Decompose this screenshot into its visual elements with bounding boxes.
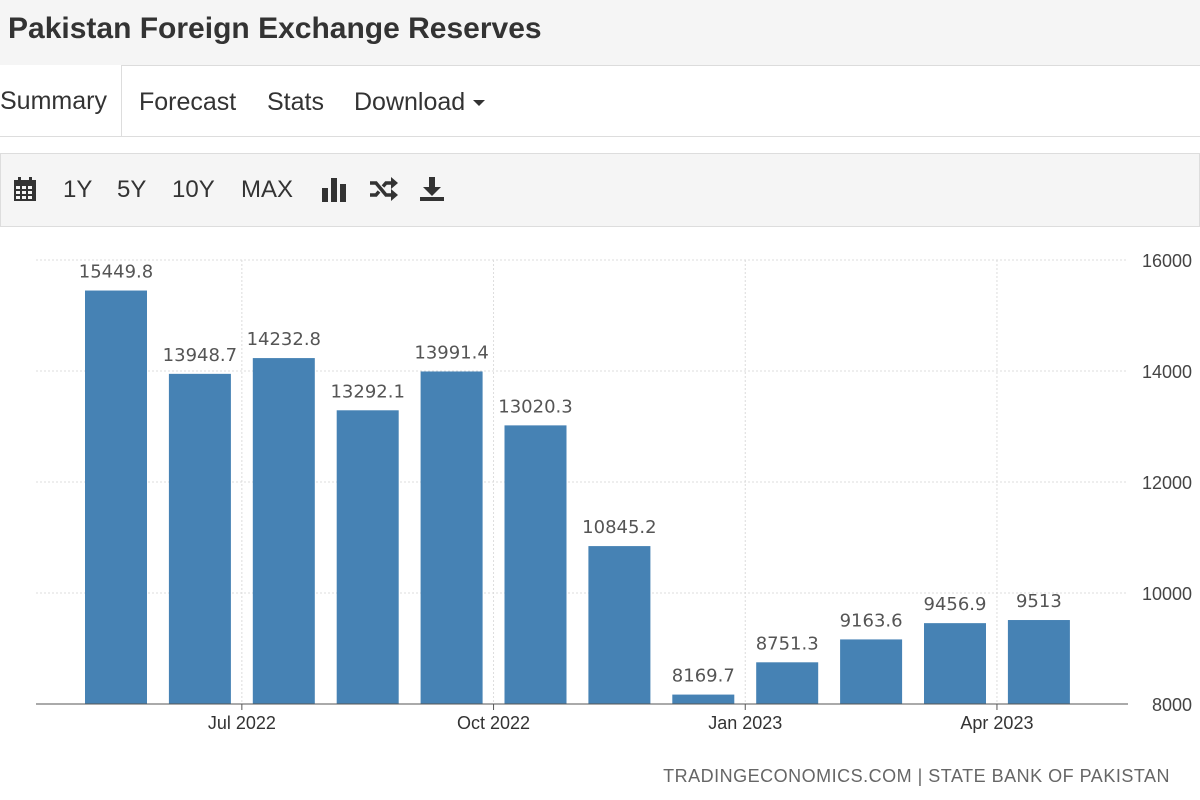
- bar: [672, 694, 735, 704]
- bar: [840, 639, 903, 704]
- data-label: 14232.8: [247, 329, 321, 350]
- tab-download-label: Download: [354, 88, 466, 116]
- bar-chart: 8000 10000 12000 14000 16000 Jul 2022 Oct 2022…: [36, 251, 1192, 733]
- bar: [336, 410, 399, 704]
- bar: [420, 371, 483, 704]
- bar: [252, 358, 315, 704]
- chevron-down-icon: [473, 100, 486, 107]
- tab-bar: Summary Forecast Stats Download: [0, 65, 1200, 137]
- bar: [504, 425, 567, 704]
- y-tick-label: 14000: [1142, 362, 1192, 382]
- bar: [588, 546, 651, 704]
- source-attribution: TRADINGECONOMICS.COM | STATE BANK OF PAK…: [663, 766, 1170, 786]
- data-label: 13020.3: [498, 396, 572, 417]
- bar-chart-icon[interactable]: [321, 176, 347, 202]
- bar: [1007, 620, 1070, 704]
- data-label: 13948.7: [163, 345, 237, 366]
- data-label: 8751.3: [756, 633, 819, 654]
- tab-download[interactable]: Download: [354, 88, 486, 117]
- y-tick-label: 8000: [1152, 695, 1192, 715]
- x-tick-label: Oct 2022: [457, 713, 530, 733]
- data-label: 13991.4: [414, 342, 488, 363]
- download-icon[interactable]: [419, 176, 445, 202]
- range-10y-button[interactable]: 10Y: [172, 176, 215, 203]
- tab-summary[interactable]: Summary: [0, 65, 122, 136]
- data-label: 15449.8: [79, 262, 153, 283]
- y-tick-label: 12000: [1142, 473, 1192, 493]
- range-1y-button[interactable]: 1Y: [63, 176, 93, 203]
- data-label: 13292.1: [330, 381, 404, 402]
- range-max-button[interactable]: MAX: [241, 176, 294, 203]
- calendar-icon[interactable]: [13, 176, 37, 202]
- bar: [756, 662, 819, 704]
- bar: [85, 290, 147, 704]
- x-tick-label: Apr 2023: [960, 713, 1033, 733]
- tab-stats[interactable]: Stats: [267, 88, 324, 116]
- data-label: 9456.9: [924, 594, 987, 615]
- range-5y-button[interactable]: 5Y: [117, 176, 147, 203]
- data-label: 10845.2: [582, 517, 656, 538]
- y-tick-label: 10000: [1142, 584, 1192, 604]
- page-header: Pakistan Foreign Exchange Reserves: [0, 0, 1200, 66]
- x-tick-label: Jan 2023: [708, 713, 782, 733]
- data-label: 9163.6: [840, 610, 903, 631]
- bar: [924, 623, 986, 704]
- data-label: 9513: [1016, 591, 1062, 612]
- shuffle-icon[interactable]: [369, 176, 399, 202]
- bar: [168, 373, 231, 704]
- x-tick-label: Jul 2022: [208, 713, 276, 733]
- tab-forecast[interactable]: Forecast: [139, 88, 237, 116]
- chart-toolbar: 1Y 5Y 10Y MAX: [0, 153, 1200, 227]
- y-tick-label: 16000: [1142, 251, 1192, 271]
- data-label: 8169.7: [672, 666, 735, 687]
- page-title: Pakistan Foreign Exchange Reserves: [8, 12, 542, 45]
